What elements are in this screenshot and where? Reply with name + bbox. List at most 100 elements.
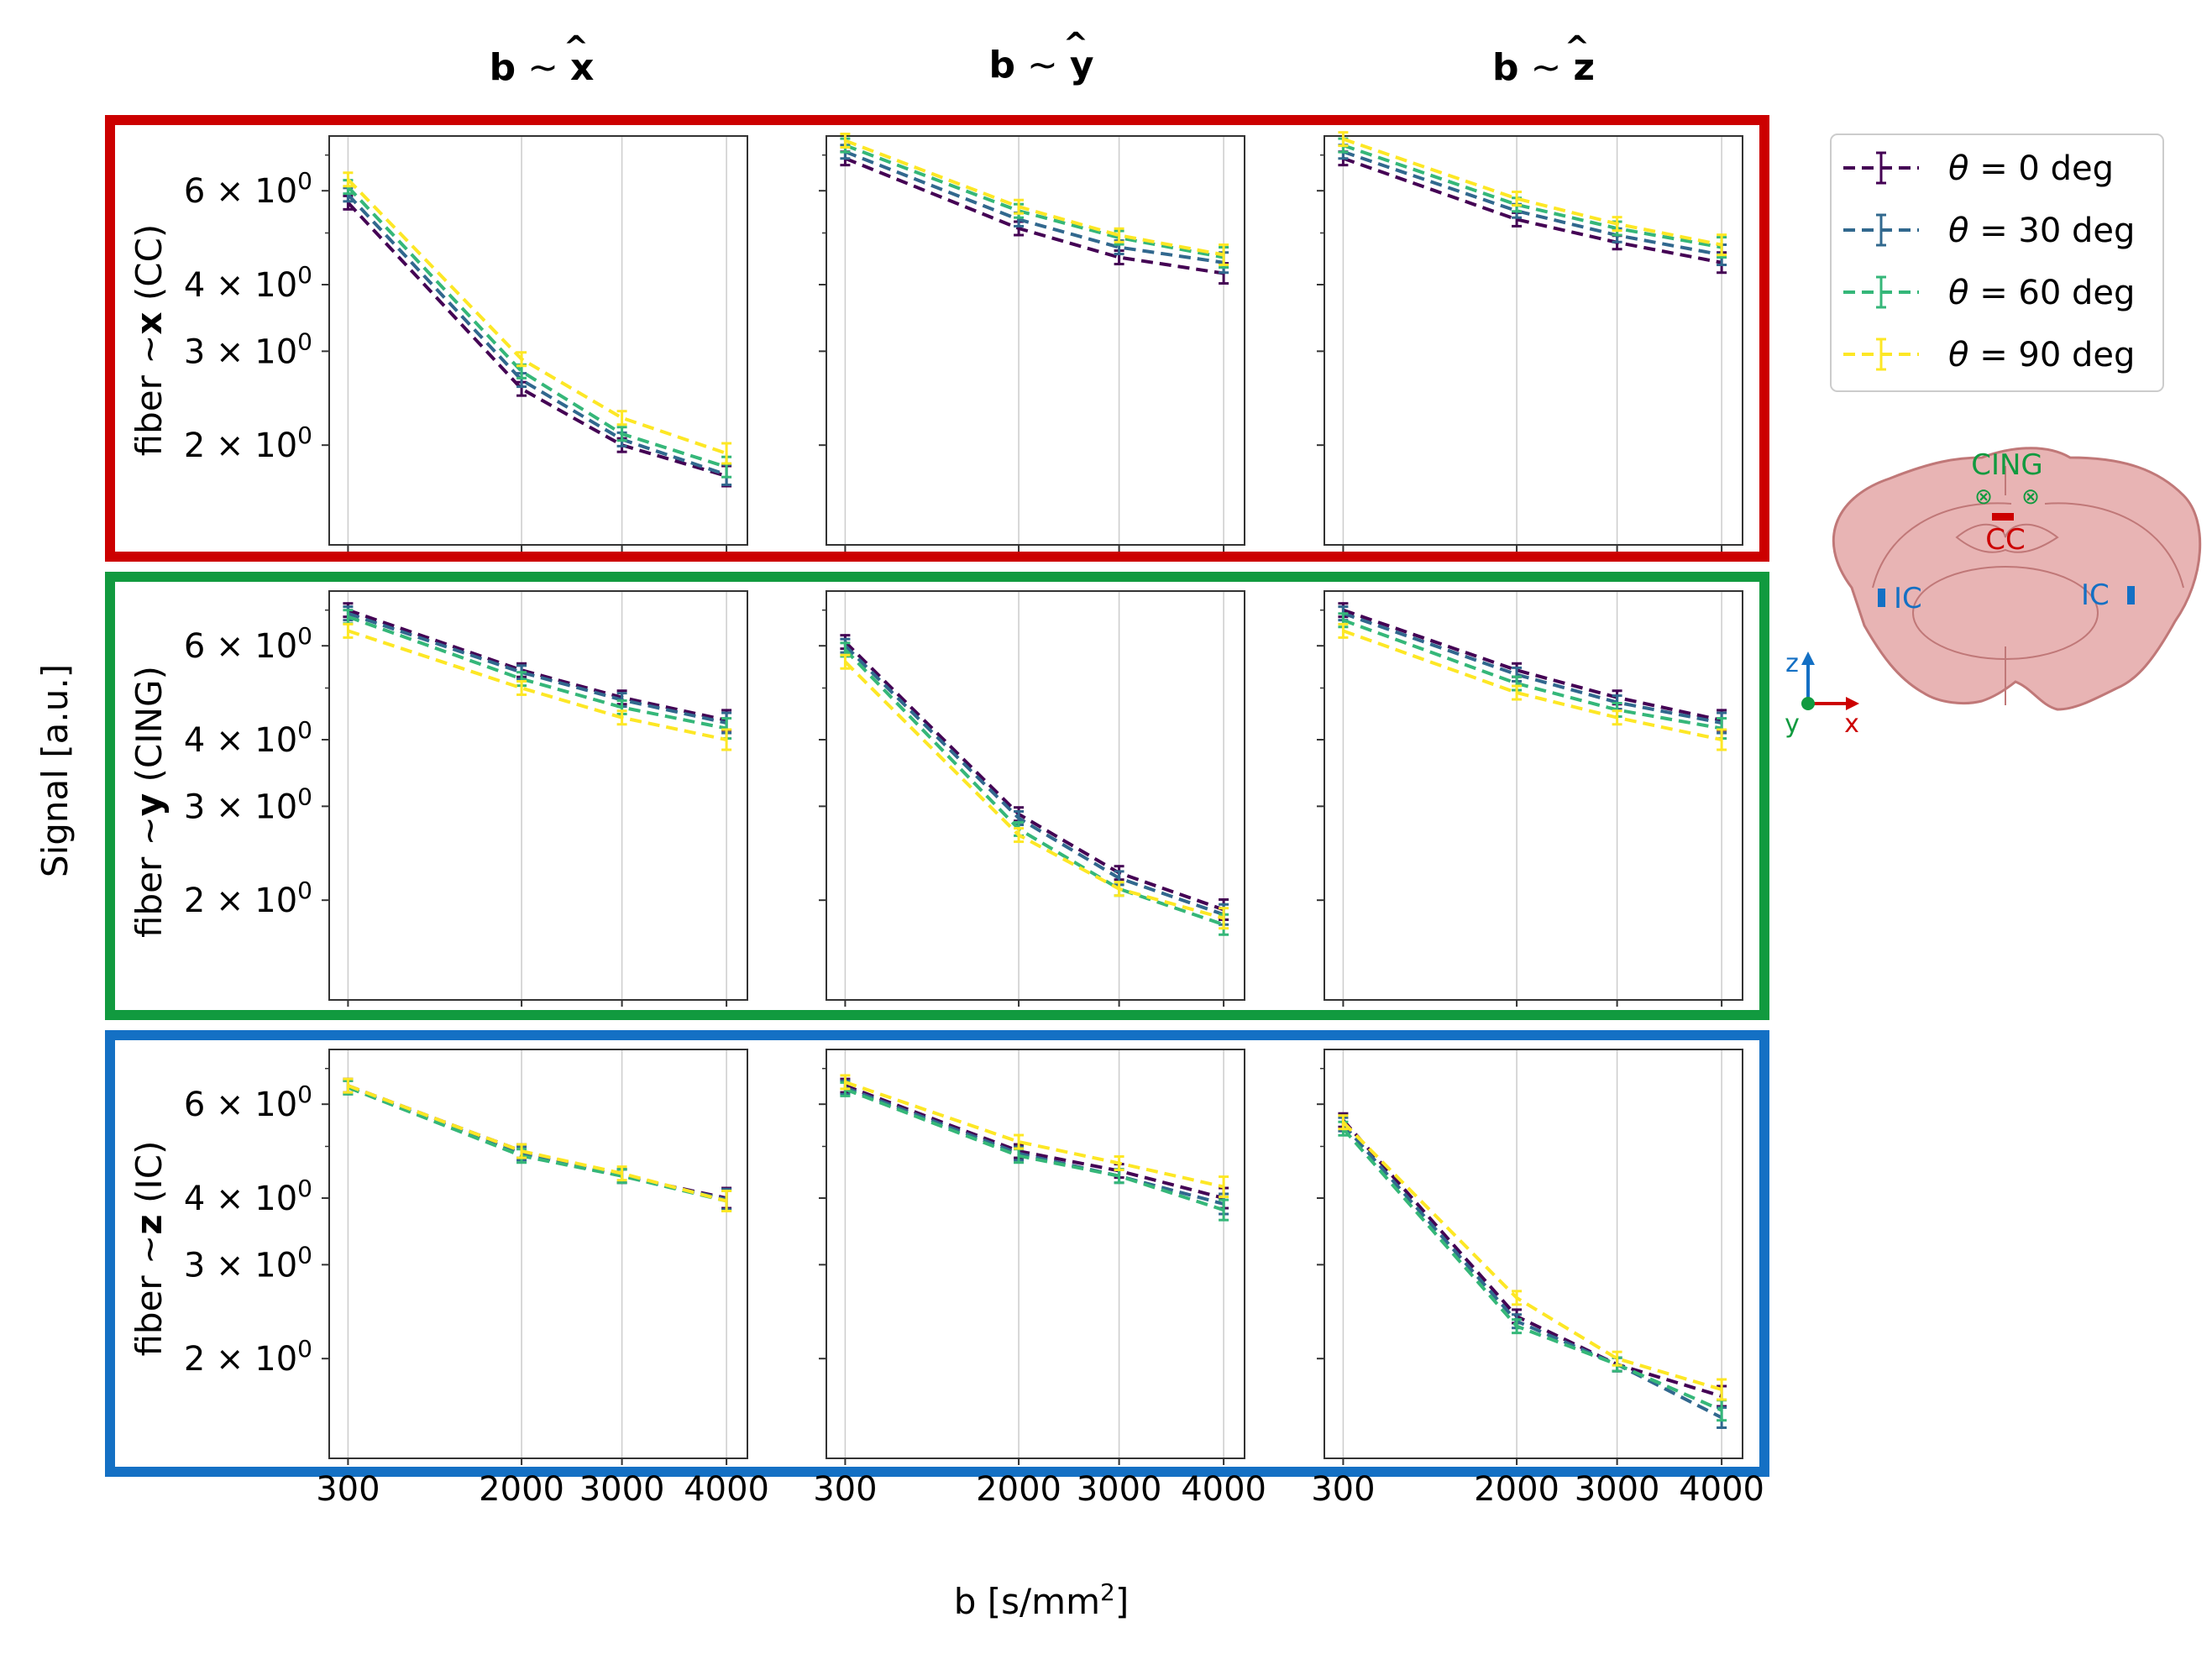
axes-frame [826, 135, 1245, 546]
x-tick-label: 300 [813, 1470, 877, 1509]
series-line-theta-1 [346, 193, 727, 477]
y-tick-label: 6 × 100 [184, 1081, 312, 1125]
series-line-theta-3 [1342, 629, 1722, 741]
y-tick-label: 2 × 100 [184, 877, 312, 921]
cc-marker-icon [1992, 513, 2014, 521]
x-axis-arrowhead-icon [1846, 697, 1859, 710]
cing-right-marker-icon: ⊗ [2021, 484, 2040, 510]
row-label-ic: fiber ~z (IC) [128, 1140, 170, 1356]
series-line-theta-1 [1342, 149, 1722, 257]
z-axis-arrowhead-icon [1801, 652, 1815, 665]
y-tick-label: 3 × 100 [184, 782, 312, 827]
series-line-theta-2 [1341, 1127, 1722, 1412]
col-title-y-hat: ^ [1063, 27, 1088, 61]
series-line-theta-2 [1342, 144, 1722, 249]
legend-entry-0: θ = 0 deg [1843, 149, 2114, 188]
x-tick-label: 2000 [479, 1470, 564, 1509]
series-line-theta-0 [844, 641, 1224, 912]
cing-label: CING [1971, 448, 2043, 482]
col-title-x-hat: ^ [563, 30, 589, 65]
y-tick-label: 3 × 100 [184, 327, 312, 372]
panel-r2-c1: 300 2000 3000 4000 [813, 1049, 1266, 1509]
y-tick-label: 2 × 100 [184, 1335, 312, 1379]
y-tick-label: 2 × 100 [184, 421, 312, 466]
row-frame-cing [105, 572, 1769, 1020]
x-tick-label: 2000 [1474, 1470, 1559, 1509]
x-axis-label-inset: x [1844, 709, 1859, 739]
series-line-theta-0 [844, 1084, 1224, 1200]
col-title-x: b ~ x [490, 46, 595, 89]
x-tick-label: 4000 [684, 1470, 769, 1509]
x-tick-label: 3000 [1077, 1470, 1162, 1509]
row-label-cc: fiber ~x (CC) [128, 224, 170, 457]
y-axis-dot-icon [1801, 697, 1815, 710]
series-line-theta-0 [347, 1084, 727, 1200]
brain-inner-structure [1912, 566, 2099, 660]
x-tick-label: 3000 [579, 1470, 665, 1509]
x-tick-label: 3000 [1575, 1470, 1660, 1509]
x-tick-label: 2000 [976, 1470, 1061, 1509]
brain-ventricle [1955, 523, 2059, 553]
x-tick-label: 4000 [1679, 1470, 1764, 1509]
series-line-theta-1 [1341, 1123, 1723, 1420]
cc-label: CC [1985, 523, 2025, 557]
y-tick-label: 6 × 100 [184, 622, 312, 667]
axes-frame [1324, 135, 1743, 546]
y-tick-label: 6 × 100 [184, 167, 312, 212]
series-line-theta-1 [347, 1086, 727, 1201]
legend-entry-1: θ = 30 deg [1843, 212, 2135, 250]
legend: θ = 0 deg θ = 30 deg θ = 60 deg θ = 90 deg [1830, 133, 2164, 392]
brain-outline [1832, 447, 2202, 711]
row-frame-cc [105, 115, 1769, 562]
series-line-theta-1 [347, 611, 727, 725]
series-line-theta-2 [843, 648, 1224, 927]
series-line-theta-0 [1342, 608, 1722, 722]
legend-label: θ = 60 deg [1948, 274, 2135, 312]
panel-r0-c1 [819, 132, 1245, 552]
series-line-theta-3 [844, 1081, 1224, 1189]
series-line-theta-3 [347, 1084, 727, 1203]
series-line-theta-1 [844, 1086, 1224, 1206]
legend-entry-2: θ = 60 deg [1843, 274, 2135, 312]
panel-r2-c2: 300 2000 3000 4000 [1311, 1049, 1764, 1509]
cing-left-marker-icon: ⊗ [1974, 484, 1993, 510]
series-line-theta-0 [1341, 1118, 1722, 1398]
axes-frame [1324, 590, 1743, 1001]
series-line-theta-1 [844, 149, 1224, 264]
y-tick-label: 4 × 100 [184, 716, 312, 761]
x-tick-label: 300 [1311, 1470, 1375, 1509]
legend-label: θ = 0 deg [1948, 149, 2114, 188]
series-line-theta-3 [843, 660, 1224, 920]
axes-frame [328, 590, 748, 1001]
series-line-theta-3 [347, 629, 727, 741]
series-line-theta-1 [1342, 611, 1722, 725]
legend-label: θ = 90 deg [1948, 336, 2135, 374]
col-title-z: b ~ z [1492, 46, 1595, 89]
panel-r2-c0: 6 × 100 4 × 100 3 × 100 2 × 100 300 2000 3000 4… [184, 1049, 769, 1509]
series-line-theta-2 [1342, 618, 1722, 730]
legend-entry-3: θ = 90 deg [1843, 336, 2135, 374]
legend-label: θ = 30 deg [1948, 212, 2135, 250]
panel-r1-c2 [1317, 590, 1743, 1007]
series-line-theta-3 [1342, 137, 1722, 247]
brain-inset: CING ⊗ ⊗ CC IC IC z y x [1785, 447, 2202, 739]
series-line-theta-2 [844, 1087, 1224, 1212]
series-line-theta-2 [844, 144, 1224, 259]
series-line-theta-1 [844, 644, 1224, 917]
col-title-z-hat: ^ [1565, 30, 1590, 65]
x-axis-label: b [s/mm2] [954, 1578, 1129, 1623]
y-axis-label-inset: y [1785, 709, 1800, 739]
series-line-theta-2 [346, 186, 727, 469]
panels: 6 × 100 4 × 100 3 × 100 2 × 100 6 × 100 4 × 1… [184, 131, 1764, 1509]
series-line-theta-3 [1341, 1121, 1722, 1391]
col-title-y: b ~ y [988, 44, 1093, 86]
panel-r0-c2 [1317, 131, 1743, 552]
x-tick-label: 4000 [1181, 1470, 1266, 1509]
row-frame-ic [105, 1030, 1769, 1477]
legend-frame [1830, 133, 2164, 392]
series-line-theta-3 [346, 178, 727, 455]
series-line-theta-3 [844, 139, 1224, 257]
y-tick-label: 4 × 100 [184, 1175, 312, 1219]
axes-frame [1324, 1049, 1743, 1459]
